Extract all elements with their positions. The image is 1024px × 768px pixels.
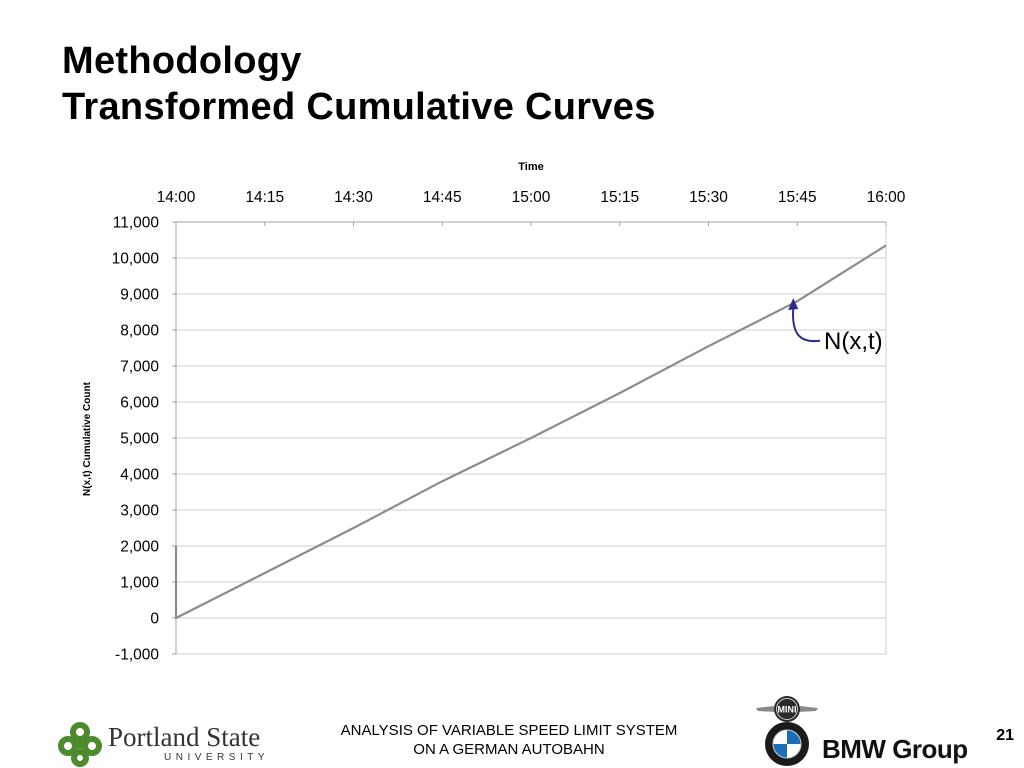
mini-logo-label: MINI bbox=[778, 705, 797, 715]
bmw-group-logos: MINI BMW Group bbox=[750, 694, 990, 768]
x-tick-label: 14:30 bbox=[334, 189, 373, 206]
x-tick-label: 14:15 bbox=[245, 189, 284, 206]
psu-logo-wordmark: Portland State bbox=[108, 722, 261, 752]
bmw-group-wordmark: BMW Group bbox=[822, 734, 968, 764]
series-layer bbox=[174, 244, 887, 620]
x-tick-label: 14:45 bbox=[423, 189, 462, 206]
x-tick-label: 15:45 bbox=[778, 189, 817, 206]
x-axis-title: Time bbox=[518, 161, 543, 173]
cumulative-count-chart: 11,000 10,000 9,000 8,000 7,000 6,000 5,000 4,0… bbox=[82, 161, 906, 664]
y-tick-label: 8,000 bbox=[120, 323, 159, 340]
page-number: 21 bbox=[996, 727, 1014, 744]
y-tick-label: 0 bbox=[150, 611, 159, 628]
y-tick-label: 10,000 bbox=[112, 251, 160, 268]
annotation-arrow bbox=[792, 307, 821, 343]
annotation-label: N(x,t) bbox=[824, 328, 883, 355]
y-tick-label: 6,000 bbox=[120, 395, 159, 412]
y-axis-title: N(x,t) Cumulative Count bbox=[82, 381, 93, 496]
y-tick-label: 1,000 bbox=[120, 575, 159, 592]
slide-title-line1: Methodology bbox=[62, 40, 302, 82]
annotation-arrowhead-icon bbox=[788, 298, 799, 310]
axes: 11,000 10,000 9,000 8,000 7,000 6,000 5,000 4,0… bbox=[82, 161, 906, 664]
x-tick-label: 14:00 bbox=[157, 189, 196, 206]
slide-title: Methodology Transformed Cumulative Curve… bbox=[62, 38, 656, 130]
y-tick-label: 3,000 bbox=[120, 503, 159, 520]
y-tick-label: 7,000 bbox=[120, 359, 159, 376]
x-tick-label: 15:30 bbox=[689, 189, 728, 206]
grid-lines bbox=[176, 221, 887, 655]
x-tick-label: 16:00 bbox=[867, 189, 906, 206]
portland-state-logo: Portland State UNIVERSITY bbox=[52, 720, 292, 768]
slide-title-line2: Transformed Cumulative Curves bbox=[62, 86, 656, 128]
footer-line1: ANALYSIS OF VARIABLE SPEED LIMIT SYSTEM bbox=[340, 722, 678, 739]
x-tick-label: 15:15 bbox=[600, 189, 639, 206]
y-tick-label: 5,000 bbox=[120, 431, 159, 448]
x-tick-label: 15:00 bbox=[512, 189, 551, 206]
psu-emblem-icon bbox=[58, 722, 102, 767]
annotations: N(x,t) bbox=[788, 298, 883, 355]
y-tick-label: 4,000 bbox=[120, 467, 159, 484]
y-tick-label: 9,000 bbox=[120, 287, 159, 304]
series-line-nxt bbox=[174, 244, 887, 620]
footer-line2: ON A GERMAN AUTOBAHN bbox=[413, 741, 605, 758]
bmw-roundel-icon bbox=[765, 722, 809, 766]
psu-logo-subtext: UNIVERSITY bbox=[164, 752, 270, 763]
y-tick-label: 2,000 bbox=[120, 539, 159, 556]
y-tick-label: 11,000 bbox=[113, 215, 160, 232]
mini-logo-icon: MINI bbox=[756, 696, 818, 722]
footer-caption: ANALYSIS OF VARIABLE SPEED LIMIT SYSTEM … bbox=[300, 721, 718, 759]
y-tick-label: -1,000 bbox=[115, 647, 159, 664]
